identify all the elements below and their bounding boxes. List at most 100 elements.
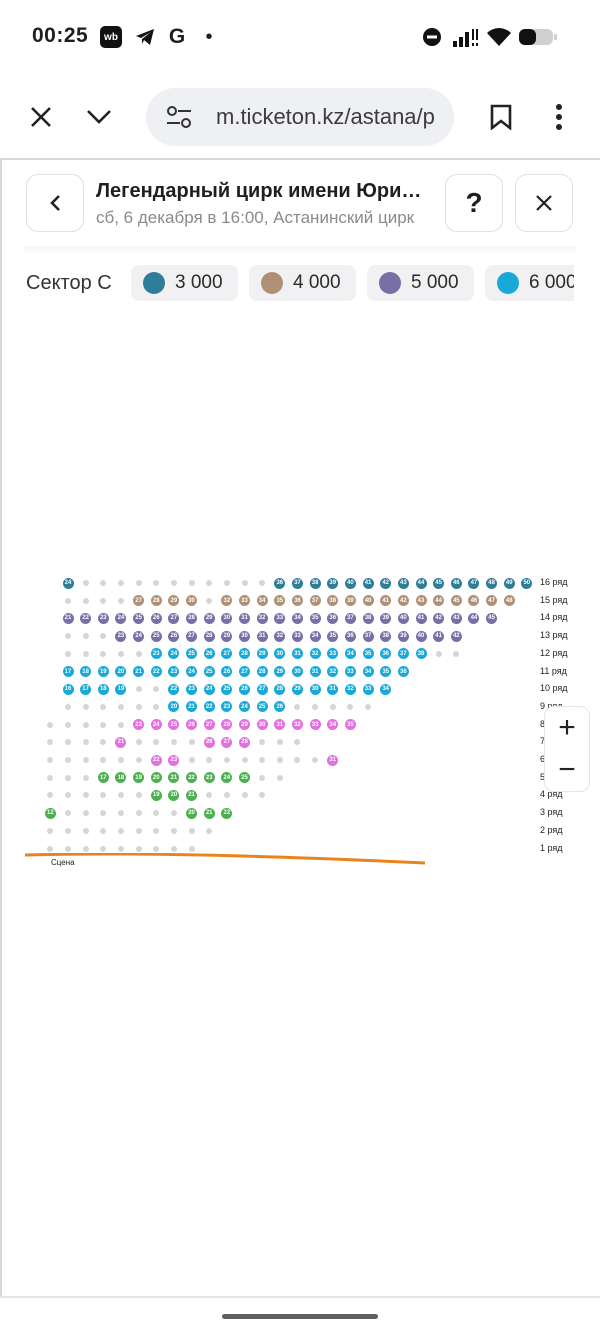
seat[interactable]: 37 bbox=[362, 630, 374, 642]
seat[interactable]: 39 bbox=[327, 577, 339, 589]
seat[interactable]: 22 bbox=[80, 612, 92, 624]
seat[interactable]: 34 bbox=[309, 630, 321, 642]
seat[interactable]: 24 bbox=[186, 666, 198, 677]
seat[interactable]: 26 bbox=[203, 648, 215, 660]
seat[interactable]: 28 bbox=[186, 612, 198, 624]
seat[interactable]: 26 bbox=[186, 719, 198, 731]
seat[interactable]: 25 bbox=[186, 648, 198, 660]
seat[interactable]: 28 bbox=[150, 595, 162, 607]
back-button[interactable] bbox=[26, 174, 84, 232]
seat[interactable]: 35 bbox=[380, 666, 392, 677]
seat[interactable]: 20 bbox=[150, 772, 162, 784]
seat[interactable]: 39 bbox=[344, 595, 356, 607]
seat[interactable]: 42 bbox=[380, 577, 392, 589]
seat[interactable]: 29 bbox=[221, 630, 233, 642]
seat[interactable]: 48 bbox=[486, 577, 498, 589]
seat[interactable]: 16 bbox=[62, 683, 74, 695]
seat[interactable]: 33 bbox=[291, 630, 303, 642]
seat[interactable]: 22 bbox=[221, 807, 233, 819]
seat[interactable]: 35 bbox=[309, 612, 321, 624]
seat[interactable]: 23 bbox=[168, 754, 180, 766]
seat[interactable]: 39 bbox=[397, 630, 409, 642]
address-bar[interactable]: m.ticketon.kz/astana/p bbox=[146, 88, 454, 146]
price-chip-5000[interactable]: 5 000 bbox=[367, 265, 474, 301]
seat[interactable]: 20 bbox=[168, 789, 180, 801]
seat[interactable]: 34 bbox=[327, 719, 339, 731]
seat[interactable]: 29 bbox=[203, 612, 215, 624]
seat[interactable]: 46 bbox=[450, 577, 462, 589]
seat[interactable]: 28 bbox=[256, 666, 268, 677]
price-chip-6000[interactable]: 6 000 bbox=[485, 265, 574, 301]
seat[interactable]: 38 bbox=[327, 595, 339, 607]
seat[interactable]: 27 bbox=[168, 612, 180, 624]
seat[interactable]: 48 bbox=[503, 595, 515, 607]
seat[interactable]: 25 bbox=[239, 772, 250, 784]
seat[interactable]: 23 bbox=[133, 719, 145, 731]
seat[interactable]: 26 bbox=[239, 683, 250, 695]
seat[interactable]: 27 bbox=[221, 648, 233, 660]
seat[interactable]: 41 bbox=[362, 577, 374, 589]
seat[interactable]: 31 bbox=[327, 683, 339, 695]
seat[interactable]: 31 bbox=[274, 719, 286, 731]
seat[interactable]: 29 bbox=[239, 719, 250, 731]
url-text[interactable]: m.ticketon.kz/astana/p bbox=[216, 104, 435, 129]
seat[interactable]: 33 bbox=[309, 719, 321, 731]
seat[interactable]: 32 bbox=[327, 666, 339, 677]
seat[interactable]: 22 bbox=[203, 701, 215, 713]
price-chip-3000[interactable]: 3 000 bbox=[131, 265, 238, 301]
seat[interactable]: 18 bbox=[115, 772, 127, 784]
more-menu-button[interactable] bbox=[536, 94, 582, 140]
seat[interactable]: 30 bbox=[221, 612, 233, 624]
seat[interactable]: 27 bbox=[203, 719, 215, 731]
seat[interactable]: 39 bbox=[380, 612, 392, 624]
seat[interactable]: 46 bbox=[468, 595, 480, 607]
seat[interactable]: 36 bbox=[291, 595, 303, 607]
seat[interactable]: 22 bbox=[150, 754, 162, 766]
seat[interactable]: 36 bbox=[327, 612, 339, 624]
seat[interactable]: 19 bbox=[97, 666, 109, 677]
seat[interactable]: 32 bbox=[344, 683, 356, 695]
seat[interactable]: 25 bbox=[256, 701, 268, 713]
seat[interactable]: 34 bbox=[256, 595, 268, 607]
seat[interactable]: 42 bbox=[397, 595, 409, 607]
seat[interactable]: 28 bbox=[203, 630, 215, 642]
seat[interactable]: 30 bbox=[291, 666, 303, 677]
home-indicator[interactable] bbox=[222, 1314, 378, 1319]
close-button[interactable] bbox=[515, 174, 573, 232]
seat[interactable]: 23 bbox=[186, 683, 198, 695]
zoom-in-button[interactable]: + bbox=[558, 711, 576, 744]
seat[interactable]: 23 bbox=[221, 701, 233, 713]
seat[interactable]: 23 bbox=[97, 612, 109, 624]
seat[interactable]: 17 bbox=[97, 772, 109, 784]
tab-switcher-button[interactable] bbox=[76, 94, 122, 140]
seat[interactable]: 32 bbox=[221, 595, 233, 607]
seat[interactable]: 38 bbox=[309, 577, 321, 589]
seat[interactable]: 37 bbox=[397, 648, 409, 660]
seat[interactable]: 33 bbox=[344, 666, 356, 677]
seat[interactable]: 29 bbox=[256, 648, 268, 660]
seat[interactable]: 27 bbox=[239, 666, 250, 677]
seat[interactable]: 38 bbox=[362, 612, 374, 624]
seat[interactable]: 24 bbox=[62, 577, 74, 589]
seat[interactable]: 36 bbox=[397, 666, 409, 677]
seat[interactable]: 36 bbox=[380, 648, 392, 660]
seat[interactable]: 28 bbox=[239, 648, 250, 660]
seat[interactable]: 24 bbox=[115, 612, 127, 624]
seat[interactable]: 34 bbox=[380, 683, 392, 695]
seat[interactable]: 35 bbox=[362, 648, 374, 660]
seat[interactable]: 19 bbox=[115, 683, 127, 695]
seat[interactable]: 24 bbox=[203, 683, 215, 695]
seat[interactable]: 31 bbox=[291, 648, 303, 660]
seat[interactable]: 38 bbox=[415, 648, 427, 660]
seat[interactable]: 31 bbox=[256, 630, 268, 642]
seat[interactable]: 30 bbox=[256, 719, 268, 731]
seat[interactable]: 41 bbox=[380, 595, 392, 607]
seat[interactable]: 38 bbox=[380, 630, 392, 642]
seat[interactable]: 27 bbox=[221, 736, 233, 748]
seat[interactable]: 27 bbox=[133, 595, 145, 607]
price-chip-4000[interactable]: 4 000 bbox=[249, 265, 356, 301]
seat[interactable]: 32 bbox=[291, 719, 303, 731]
seat[interactable]: 21 bbox=[186, 701, 198, 713]
help-button[interactable]: ? bbox=[445, 174, 503, 232]
seat[interactable]: 24 bbox=[168, 648, 180, 660]
